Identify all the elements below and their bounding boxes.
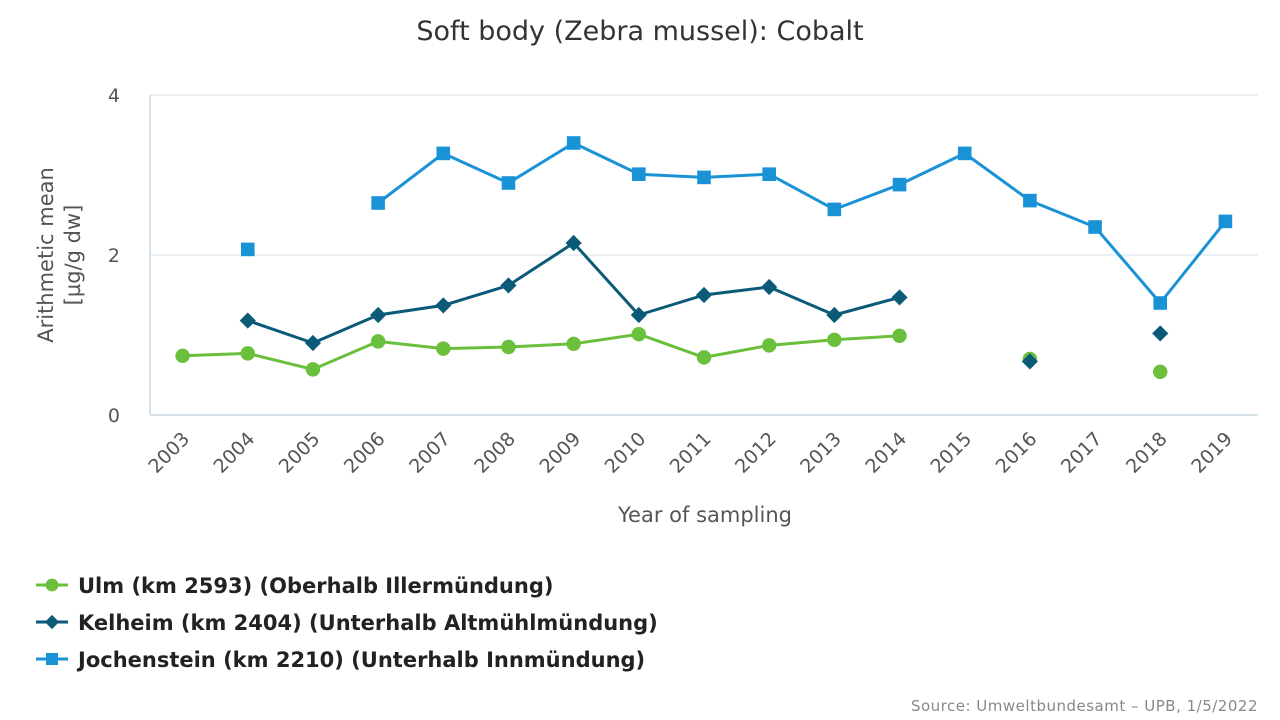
- data-point[interactable]: [891, 289, 908, 306]
- y-tick-label: 4: [108, 85, 120, 107]
- x-tick-label: 2013: [796, 428, 846, 478]
- legend-label: Kelheim (km 2404) (Unterhalb Altmühlmünd…: [78, 611, 658, 635]
- x-tick-label: 2003: [144, 428, 194, 478]
- data-point[interactable]: [892, 328, 907, 344]
- data-point[interactable]: [305, 362, 321, 377]
- data-point[interactable]: [630, 306, 647, 324]
- data-point[interactable]: [827, 202, 842, 217]
- data-point[interactable]: [500, 277, 517, 294]
- x-tick-label: 2017: [1057, 428, 1107, 478]
- data-point[interactable]: [566, 336, 581, 352]
- data-point[interactable]: [695, 286, 713, 304]
- y-tick-labels: 0 2 4: [108, 85, 120, 427]
- data-point[interactable]: [762, 167, 776, 181]
- legend-marker: [44, 614, 60, 630]
- x-tick-label: 2005: [275, 428, 325, 478]
- x-tick-label: 2011: [666, 428, 716, 478]
- data-point[interactable]: [892, 177, 907, 192]
- data-point[interactable]: [1152, 325, 1169, 342]
- data-point[interactable]: [761, 338, 777, 353]
- data-point[interactable]: [1153, 364, 1168, 380]
- x-tick-label: 2009: [535, 428, 585, 478]
- y-tick-label: 0: [108, 405, 120, 427]
- legend-label: Ulm (km 2593) (Oberhalb Illermündung): [78, 574, 553, 598]
- source-note: Source: Umweltbundesamt – UPB, 1/5/2022: [911, 697, 1258, 715]
- series-line: [247, 241, 900, 345]
- legend-item[interactable]: Ulm (km 2593) (Oberhalb Illermündung): [36, 574, 553, 598]
- x-tick-label: 2019: [1187, 428, 1237, 478]
- series-0: [175, 326, 1168, 380]
- x-tick-label: 2004: [210, 428, 260, 478]
- series-1: [239, 234, 1169, 370]
- data-point[interactable]: [370, 306, 387, 324]
- data-point[interactable]: [436, 341, 451, 356]
- data-point[interactable]: [957, 146, 972, 161]
- x-axis-title: Year of sampling: [617, 503, 792, 527]
- x-tick-label: 2016: [992, 428, 1042, 478]
- legend-marker: [46, 653, 58, 665]
- legend-label: Jochenstein (km 2210) (Unterhalb Innmünd…: [76, 648, 645, 672]
- legend-item[interactable]: Kelheim (km 2404) (Unterhalb Altmühlmünd…: [36, 611, 658, 635]
- data-point[interactable]: [239, 312, 256, 329]
- series-line: [377, 141, 1227, 305]
- data-point[interactable]: [304, 334, 322, 352]
- x-tick-label: 2010: [601, 428, 651, 478]
- data-point[interactable]: [1088, 220, 1102, 234]
- x-tick-label: 2012: [731, 428, 781, 478]
- data-point[interactable]: [1023, 193, 1037, 208]
- data-point[interactable]: [371, 196, 385, 210]
- y-axis-title-line-2: [µg/g dw]: [61, 205, 85, 306]
- x-tick-label: 2018: [1122, 428, 1172, 478]
- x-tick-label: 2008: [470, 428, 520, 478]
- series-2: [240, 136, 1233, 310]
- data-point[interactable]: [1021, 353, 1038, 370]
- data-point[interactable]: [761, 278, 778, 296]
- data-point[interactable]: [370, 334, 386, 349]
- data-point[interactable]: [697, 170, 711, 185]
- data-point[interactable]: [435, 297, 452, 314]
- grid: [150, 94, 1258, 256]
- x-tick-label: 2014: [861, 428, 911, 478]
- data-point[interactable]: [826, 306, 843, 324]
- legend-marker: [45, 578, 59, 592]
- data-point[interactable]: [240, 346, 255, 361]
- data-point[interactable]: [631, 326, 647, 342]
- data-point[interactable]: [827, 332, 842, 348]
- data-point[interactable]: [565, 234, 582, 252]
- data-point[interactable]: [501, 176, 516, 190]
- data-point[interactable]: [696, 350, 712, 365]
- x-tick-label: 2015: [926, 428, 976, 478]
- x-tick-label: 2007: [405, 428, 455, 478]
- data-point[interactable]: [1153, 296, 1168, 310]
- legend: Ulm (km 2593) (Oberhalb Illermündung) Kel…: [36, 574, 658, 672]
- data-point[interactable]: [501, 339, 516, 355]
- data-point[interactable]: [436, 146, 451, 161]
- data-point[interactable]: [566, 136, 581, 150]
- data-point[interactable]: [1218, 214, 1233, 229]
- data-point[interactable]: [240, 242, 255, 257]
- y-axis-title-line-1: Arithmetic mean: [34, 167, 58, 343]
- chart-title: Soft body (Zebra mussel): Cobalt: [416, 16, 863, 47]
- legend-item[interactable]: Jochenstein (km 2210) (Unterhalb Innmünd…: [36, 648, 645, 672]
- y-tick-label: 2: [108, 245, 120, 267]
- data-point[interactable]: [632, 167, 646, 181]
- series-line: [182, 332, 900, 371]
- plot-series: [175, 136, 1233, 380]
- x-tick-labels: 2003 2004 2005 2006 2007 2008 2009 2010 2011 2012…: [144, 428, 1237, 478]
- data-point[interactable]: [175, 348, 190, 364]
- x-tick-label: 2006: [340, 428, 390, 478]
